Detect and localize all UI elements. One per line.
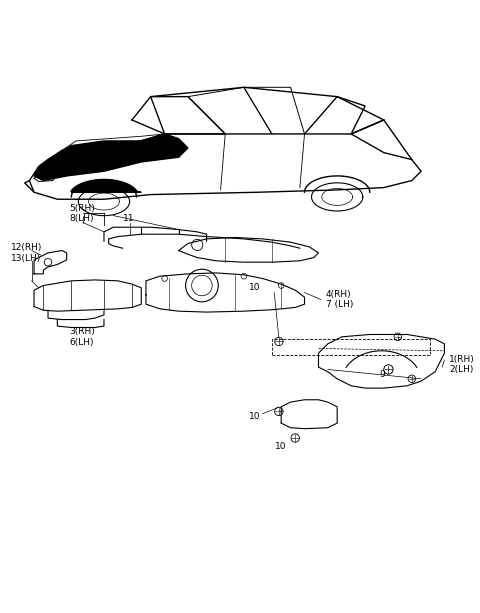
Text: 10: 10 [249,411,260,421]
Text: 10: 10 [275,442,286,451]
Text: 1(RH)
2(LH): 1(RH) 2(LH) [449,355,475,375]
Polygon shape [34,134,188,181]
Text: 12(RH)
13(LH): 12(RH) 13(LH) [11,243,42,262]
Text: 5(RH)
8(LH): 5(RH) 8(LH) [69,204,95,223]
Polygon shape [71,180,141,192]
Text: 9: 9 [379,370,385,379]
Text: 10: 10 [249,283,260,292]
Text: 11: 11 [123,215,134,223]
Text: 4(RH)
7 (LH): 4(RH) 7 (LH) [325,290,353,309]
Text: 3(RH)
6(LH): 3(RH) 6(LH) [69,327,95,346]
